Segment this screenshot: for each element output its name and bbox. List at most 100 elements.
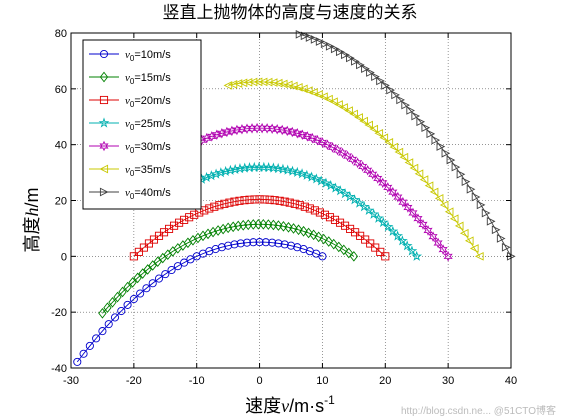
data-point [249, 238, 258, 247]
data-point [213, 225, 223, 236]
data-point [288, 81, 298, 91]
data-point [305, 33, 315, 42]
data-point [217, 127, 227, 139]
data-point [319, 92, 328, 102]
x-tick-label: 30 [442, 375, 454, 387]
data-point [353, 157, 363, 169]
data-point [268, 238, 277, 247]
data-point [161, 270, 170, 279]
data-point [292, 127, 302, 139]
data-point [193, 232, 203, 244]
data-point [73, 357, 82, 366]
data-point [309, 229, 318, 241]
data-point [297, 129, 307, 141]
data-point [220, 165, 231, 177]
data-point [332, 144, 343, 156]
data-point [250, 195, 259, 204]
data-point [461, 177, 471, 187]
data-point [476, 200, 486, 210]
data-point [258, 77, 268, 87]
data-point [401, 100, 411, 110]
data-point [341, 221, 350, 230]
data-point [394, 147, 404, 157]
legend-label: v0=30m/s [125, 141, 171, 155]
legend-label: v0=35m/s [125, 164, 171, 178]
data-point [346, 53, 355, 63]
data-point [330, 215, 340, 224]
data-point [441, 148, 451, 158]
watermark: http://blog.csdn.ne... @51CTO博客 [401, 404, 556, 417]
legend-sub: 0 [130, 146, 135, 155]
data-point [320, 39, 330, 49]
data-point [148, 279, 157, 288]
data-point [183, 237, 193, 249]
data-point [208, 226, 218, 238]
legend-value: =40m/s [134, 187, 171, 199]
data-point [391, 90, 400, 100]
data-point [299, 245, 308, 254]
data-point [406, 245, 418, 256]
data-point [129, 252, 138, 261]
legend-marker [98, 117, 110, 128]
data-point [277, 124, 287, 136]
legend: v0=10m/sv0=15m/sv0=20m/sv0=25m/sv0=30m/s… [82, 39, 202, 210]
x-tick-label: 10 [316, 375, 328, 387]
data-point [312, 134, 322, 146]
data-point [354, 113, 363, 122]
data-point [325, 41, 335, 51]
data-point [444, 207, 454, 217]
data-point [260, 195, 269, 204]
data-point [173, 243, 183, 254]
data-point [273, 78, 283, 88]
data-point [200, 206, 209, 215]
x-axis-label-prefix: 速度 [245, 396, 281, 416]
data-point [304, 227, 313, 239]
data-point [393, 191, 403, 203]
data-point [223, 222, 233, 234]
data-point [329, 97, 338, 107]
legend-entry: v0=25m/s [89, 117, 171, 132]
data-point [139, 243, 148, 252]
data-point [404, 158, 414, 167]
data-point [399, 152, 409, 162]
data-point [436, 142, 446, 151]
data-point [348, 154, 358, 165]
data-point [290, 199, 299, 208]
data-point [383, 182, 393, 193]
legend-var: v [125, 95, 130, 107]
data-point [242, 123, 252, 134]
data-point [307, 132, 317, 144]
data-point [426, 129, 436, 139]
y-tick-label: 0 [61, 251, 67, 263]
data-point [344, 106, 353, 115]
series-35 [223, 77, 484, 261]
data-point [138, 268, 147, 279]
data-point [359, 116, 368, 126]
series-20 [129, 195, 390, 261]
data-point [341, 50, 350, 60]
data-point [239, 219, 248, 231]
data-point [398, 196, 408, 208]
data-point [298, 84, 308, 94]
legend-label: v0=10m/s [125, 49, 171, 63]
data-point [244, 219, 253, 231]
data-point [173, 262, 182, 271]
data-point [225, 164, 236, 175]
data-point [310, 206, 319, 215]
data-point [330, 44, 340, 54]
data-point [408, 207, 418, 219]
legend-marker [99, 187, 109, 197]
data-point [379, 133, 389, 143]
data-point [401, 240, 413, 251]
data-point [334, 100, 343, 109]
y-tick-label: -40 [51, 363, 67, 375]
data-point [92, 334, 101, 343]
data-point [236, 239, 245, 248]
data-point [434, 194, 444, 203]
data-point [215, 201, 224, 210]
data-point [143, 264, 152, 275]
data-point [287, 165, 298, 176]
data-point [235, 196, 244, 205]
data-point [335, 47, 345, 57]
data-point [343, 150, 353, 162]
